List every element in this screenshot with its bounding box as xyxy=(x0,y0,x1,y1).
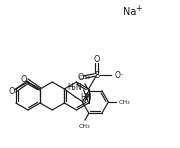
Text: O⁻: O⁻ xyxy=(115,70,125,79)
Text: O: O xyxy=(21,74,27,83)
Text: O: O xyxy=(9,87,15,96)
Text: HN: HN xyxy=(80,94,92,103)
Text: +: + xyxy=(135,4,141,12)
Text: Na: Na xyxy=(123,7,136,17)
Text: H₂N: H₂N xyxy=(67,82,82,91)
Text: O: O xyxy=(77,73,84,82)
Text: S: S xyxy=(94,70,99,79)
Text: CH₃: CH₃ xyxy=(79,124,91,129)
Text: CH₃: CH₃ xyxy=(118,99,130,104)
Text: O: O xyxy=(93,54,100,63)
Text: CH₃: CH₃ xyxy=(79,75,91,80)
